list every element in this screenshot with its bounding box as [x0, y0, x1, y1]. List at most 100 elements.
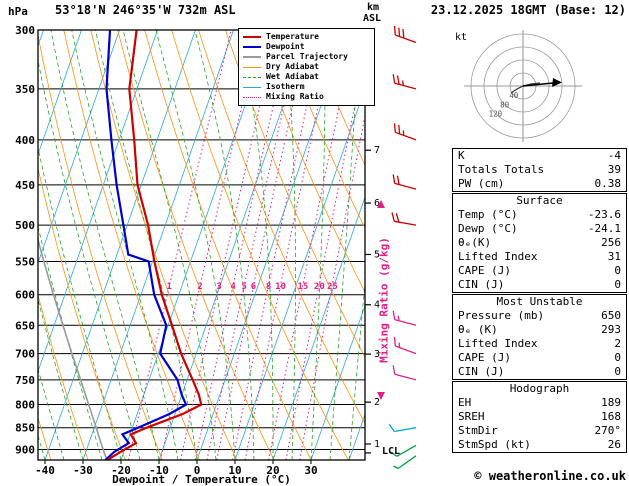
svg-text:-10: -10 — [149, 464, 169, 477]
svg-text:350: 350 — [15, 83, 35, 96]
table-row-value: -24.1 — [587, 222, 621, 235]
legend-line-sample — [243, 66, 261, 68]
lcl-label: LCL — [382, 446, 401, 457]
svg-text:300: 300 — [15, 24, 35, 37]
table-row-value: 39 — [607, 163, 621, 176]
mixing-axis-down-arrow — [377, 392, 385, 400]
svg-text:15: 15 — [297, 282, 308, 292]
mixing-axis-up-arrow — [377, 200, 385, 208]
legend-item: Parcel Trajectory — [243, 52, 370, 62]
storm-motion-arrow — [522, 82, 554, 87]
svg-text:20: 20 — [266, 464, 279, 477]
table-row-label: θₑ (K) — [458, 323, 498, 336]
table-row: Temp (°C) -23.6 — [453, 208, 626, 222]
legend-item-label: Parcel Trajectory — [266, 52, 348, 61]
svg-text:4: 4 — [230, 282, 236, 292]
legend-item-label: Temperature — [266, 32, 319, 41]
table-row: PW (cm) 0.38 — [453, 177, 626, 191]
table-row-value: 0 — [614, 264, 621, 277]
legend: Temperature Dewpoint Parcel Trajectory Dry … — [238, 28, 375, 106]
table-row: EH 189 — [453, 396, 626, 410]
table-row: K -4 — [453, 149, 626, 163]
legend-item-label: Wet Adiabat — [266, 72, 319, 81]
table-row-value: 26 — [607, 438, 621, 451]
table-row-label: CAPE (J) — [458, 264, 511, 277]
pressure-axis-unit: hPa — [8, 5, 28, 18]
table-row-label: K — [458, 149, 465, 162]
svg-text:1: 1 — [167, 282, 172, 292]
svg-text:10: 10 — [275, 282, 286, 292]
svg-text:0: 0 — [194, 464, 201, 477]
table-row-label: Totals Totals — [458, 163, 545, 176]
plot-area — [38, 30, 365, 460]
svg-text:5: 5 — [241, 282, 246, 292]
svg-text:550: 550 — [15, 255, 35, 268]
table-row: Lifted Index 31 — [453, 250, 626, 264]
wet-adiabats-group — [38, 30, 365, 460]
table-row-value: -4 — [607, 149, 621, 162]
legend-item-label: Mixing Ratio — [266, 92, 324, 101]
mixing-ratio-value-labels: 1 2 3 4 5 6 8 10 15 20 25 — [167, 282, 338, 292]
table-row: CIN (J) 0 — [453, 365, 626, 379]
mixing-ratio-axis-label: Mixing Ratio (g/kg) — [377, 237, 391, 363]
legend-item: Dry Adiabat — [243, 62, 370, 72]
table-row-label: Pressure (mb) — [458, 309, 545, 322]
table-row: StmDir 270° — [453, 424, 626, 438]
table-row: θₑ(K) 256 — [453, 236, 626, 250]
table-row-label: CIN (J) — [458, 365, 505, 378]
table-row-label: Temp (°C) — [458, 208, 518, 221]
table-row: StmSpd (kt) 26 — [453, 438, 626, 452]
svg-text:2: 2 — [374, 397, 380, 408]
asl-axis-unit: ASL — [363, 13, 382, 24]
svg-text:4: 4 — [374, 300, 380, 311]
hodograph-unit-label: kt — [455, 32, 468, 43]
legend-item: Isotherm — [243, 82, 370, 92]
legend-line-sample — [243, 76, 261, 78]
plot-border — [37, 29, 366, 461]
svg-text:80: 80 — [500, 100, 510, 109]
table-row: Dewp (°C) -24.1 — [453, 222, 626, 236]
svg-text:900: 900 — [15, 444, 35, 457]
table-row-value: 256 — [601, 236, 621, 249]
legend-item: Temperature — [243, 32, 370, 42]
table-row: Lifted Index 2 — [453, 337, 626, 351]
table-row-label: θₑ(K) — [458, 236, 492, 249]
legend-item: Dewpoint — [243, 42, 370, 52]
hodograph-table: Hodograph EH 189 SREH 168 StmDir 270° StmSpd (… — [452, 381, 627, 453]
table-row: CIN (J) 0 — [453, 278, 626, 292]
svg-text:500: 500 — [15, 219, 35, 232]
most-unstable-table-title: Most Unstable — [496, 295, 583, 308]
pressure-tick-labels: 300 350 400 450 500 550 600 650 700 750 800 850 900 — [15, 24, 35, 457]
svg-text:1: 1 — [374, 439, 380, 450]
legend-line-sample — [243, 36, 261, 38]
legend-line-sample — [243, 46, 261, 48]
parcel-trajectory-line — [38, 236, 109, 460]
table-row-label: Lifted Index — [458, 250, 538, 263]
table-row-value: 0.38 — [594, 177, 622, 190]
svg-text:800: 800 — [15, 399, 35, 412]
table-row-label: Lifted Index — [458, 337, 538, 350]
svg-text:750: 750 — [15, 374, 35, 387]
svg-text:2: 2 — [197, 282, 202, 292]
svg-text:7: 7 — [374, 145, 380, 156]
dewpoint-line — [104, 30, 188, 460]
svg-text:5: 5 — [374, 249, 380, 260]
svg-text:-30: -30 — [73, 464, 93, 477]
table-row-label: Dewp (°C) — [458, 222, 518, 235]
table-row: SREH 168 — [453, 410, 626, 424]
svg-text:25: 25 — [327, 282, 338, 292]
surface-table-title: Surface — [516, 194, 563, 207]
svg-text:600: 600 — [15, 289, 35, 302]
km-axis-ticks: 1 2 3 4 5 6 7 — [365, 145, 380, 454]
datetime-label: 23.12.2025 18GMT (Base: 12) — [430, 3, 626, 17]
table-row-label: SREH — [458, 410, 485, 423]
most-unstable-table: Most Unstable Pressure (mb) 650 θₑ (K) 293 L… — [452, 294, 627, 380]
table-row-label: PW (cm) — [458, 177, 505, 190]
credit: © weatheronline.co.uk — [474, 469, 626, 483]
table-row: Pressure (mb) 650 — [453, 309, 626, 323]
svg-text:-20: -20 — [111, 464, 131, 477]
wind-barbs-column — [388, 25, 417, 470]
table-row-value: -23.6 — [587, 208, 621, 221]
